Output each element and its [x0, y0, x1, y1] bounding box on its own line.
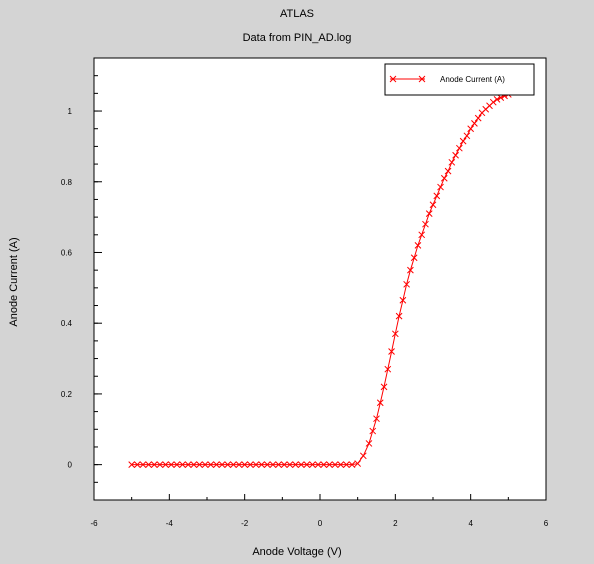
data-point [331, 461, 339, 468]
data-point [320, 461, 328, 468]
data-point [241, 461, 249, 468]
data-point [337, 461, 345, 468]
data-point [373, 415, 380, 423]
data-point [297, 461, 305, 468]
x-tick-label: 6 [544, 519, 549, 528]
x-tick-label: -4 [166, 519, 174, 528]
data-point [263, 461, 271, 468]
y-tick-label: 0.8 [61, 178, 73, 187]
data-point [213, 461, 220, 468]
x-tick-label: 2 [393, 519, 398, 528]
data-point [246, 461, 254, 468]
data-point [224, 461, 232, 468]
data-point [128, 461, 136, 468]
data-point [399, 296, 407, 304]
data-point [463, 132, 471, 140]
data-point [425, 210, 433, 217]
data-point [343, 461, 350, 468]
data-point [433, 192, 441, 200]
data-point [414, 242, 422, 249]
data-point [429, 201, 437, 209]
y-tick-label: 0.6 [61, 248, 73, 257]
x-tick-label: 4 [468, 519, 473, 528]
data-point [230, 461, 237, 468]
data-point [391, 330, 399, 338]
y-axis-label: Anode Current (A) [8, 237, 20, 327]
data-point [354, 460, 362, 467]
legend-marker [389, 75, 397, 83]
data-point [459, 137, 467, 145]
data-point [410, 254, 418, 262]
data-point [133, 461, 141, 468]
data-point [467, 125, 475, 133]
y-tick-label: 0.2 [61, 390, 73, 399]
data-point [444, 167, 452, 175]
data-point [452, 151, 459, 159]
chart-subtitle: Data from PIN_AD.log [242, 32, 352, 44]
data-point [286, 461, 294, 468]
data-point [448, 158, 456, 166]
data-point [440, 174, 448, 182]
data-point [314, 461, 322, 468]
data-point [275, 461, 282, 468]
data-point [384, 365, 392, 373]
y-tick-label: 0.4 [61, 319, 73, 328]
data-point [395, 312, 403, 320]
data-point [422, 220, 429, 228]
legend-label: Anode Current (A) [440, 75, 505, 84]
data-point [252, 461, 260, 468]
x-tick-label: 0 [318, 519, 323, 528]
data-point [388, 348, 395, 355]
y-tick-label: 0 [68, 461, 73, 470]
data-point [380, 383, 388, 391]
data-point [173, 461, 181, 468]
data-point [196, 461, 203, 468]
data-point [145, 461, 152, 468]
data-point [218, 461, 226, 468]
data-point [179, 461, 186, 468]
x-axis-label: Anode Voltage (V) [252, 546, 342, 558]
data-point [207, 461, 215, 468]
data-point [493, 96, 501, 103]
data-point [326, 461, 333, 468]
x-tick-label: -2 [241, 519, 249, 528]
data-point [139, 461, 147, 468]
data-point [303, 461, 311, 468]
data-point [359, 452, 367, 460]
data-point [369, 427, 377, 435]
data-point [437, 183, 444, 191]
data-point [235, 461, 243, 468]
legend-marker [418, 75, 426, 83]
data-point [162, 461, 169, 468]
data-point [418, 231, 426, 239]
data-point [471, 120, 478, 127]
data-point [497, 94, 505, 101]
data-point [156, 461, 164, 468]
data-point [167, 461, 175, 468]
plot-area [93, 57, 547, 501]
data-point [280, 461, 288, 468]
y-tick-label: 1 [68, 107, 73, 116]
data-point [269, 461, 277, 468]
data-point [489, 98, 497, 106]
data-point [376, 399, 384, 407]
data-point [365, 440, 373, 447]
data-point [348, 461, 356, 468]
data-point [474, 114, 482, 122]
data-point [150, 461, 158, 468]
data-point [292, 461, 299, 468]
data-point [258, 461, 265, 468]
data-point [403, 280, 410, 288]
data-point [407, 266, 414, 274]
x-tick-label: -6 [90, 519, 98, 528]
chart-title: ATLAS [279, 8, 315, 20]
data-point [309, 461, 316, 468]
data-point [201, 461, 209, 468]
data-point [190, 461, 198, 468]
data-point [184, 461, 192, 468]
data-point [456, 144, 463, 152]
